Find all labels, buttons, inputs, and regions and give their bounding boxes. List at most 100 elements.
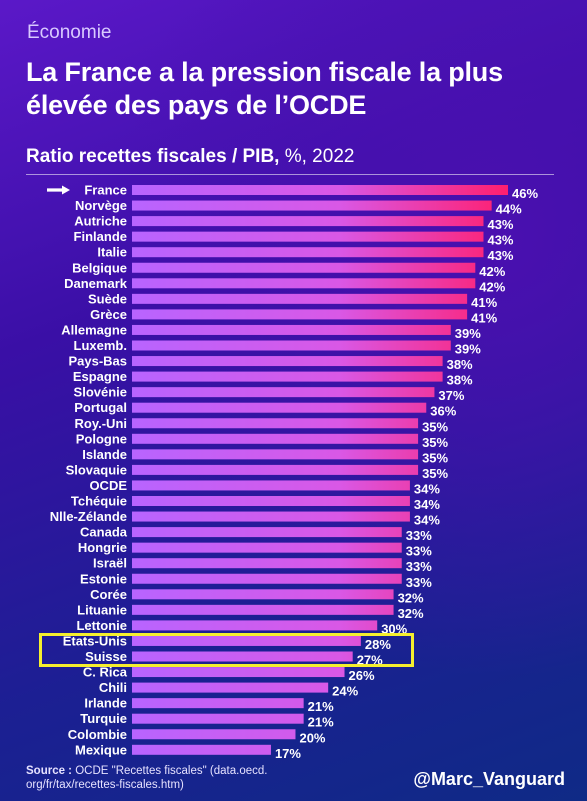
bar-27 [132,589,394,600]
value-label: 17% [275,746,301,760]
category-label: Colombie [68,727,127,742]
bar-29 [132,620,378,631]
category-label: France [84,183,127,198]
highlight-box [39,633,414,667]
bar-34 [132,698,304,709]
bar-15 [132,402,427,413]
bar-22 [132,511,410,522]
value-label: 33% [406,559,432,574]
category-label: Suède [88,291,127,306]
category-label: Canada [80,525,128,540]
value-label: 34% [414,513,440,528]
right-arrow-icon [47,185,70,195]
source-label: Source : [26,765,73,777]
bar-30 [132,635,361,646]
bar-6 [132,262,476,273]
bar-8 [132,293,468,304]
bar-20 [132,480,410,491]
value-label: 41% [471,310,497,325]
chart-title: La France a la pression fiscale la plus … [26,57,503,120]
category-label: Suisse [85,649,127,664]
value-label: 20% [299,730,325,745]
category-label: Danemark [64,276,128,291]
value-label: 34% [414,497,440,512]
category-label: Slovénie [74,385,127,400]
bar-37 [132,744,271,755]
chart-subtitle: Ratio recettes fiscales / PIB, %, 2022 [26,146,354,168]
value-label: 44% [496,202,522,217]
category-label: Turquie [80,711,127,726]
bar-36 [132,729,296,740]
bar-26 [132,573,402,584]
category-label: Nlle-Zélande [50,509,127,524]
bar-17 [132,433,419,444]
value-label: 21% [308,699,334,714]
category-label: OCDE [89,478,127,493]
value-label: 43% [487,217,513,232]
value-label: 33% [406,575,432,590]
bar-16 [132,418,419,429]
category-label: Belgique [72,260,127,275]
category-label: Lituanie [77,602,127,617]
category-label: Pays-Bas [68,354,127,369]
value-label: 35% [422,435,448,450]
subtitle-bold: Ratio recettes fiscales / PIB, [26,146,280,167]
value-label: 24% [332,684,358,699]
category-label: Pologne [76,431,127,446]
value-label: 42% [479,279,505,294]
value-label: 42% [479,264,505,279]
bar-chart: France 46% Norvège 44% Autriche 43% Finlande 43… [47,183,538,760]
bar-13 [132,371,443,382]
category-label: Tchéquie [71,494,127,509]
category-label: Irlande [84,696,127,711]
category-label: Autriche [74,214,127,229]
category-label: Islande [82,447,127,462]
bar-24 [132,542,402,553]
bar-28 [132,604,394,615]
category-label: Hongrie [78,540,127,555]
value-label: 41% [471,295,497,310]
bar-12 [132,356,443,367]
value-label: 39% [455,326,481,341]
bar-23 [132,527,402,538]
value-label: 32% [398,590,424,605]
value-label: 43% [487,233,513,248]
value-label: 33% [406,528,432,543]
bar-14 [132,387,435,398]
bar-19 [132,464,419,475]
source-note: Source : OCDE "Recettes fiscales" (data.… [26,764,346,792]
value-label: 38% [447,357,473,372]
bar-35 [132,713,304,724]
category-label: Corée [90,587,127,602]
value-label: 30% [381,621,407,636]
value-label: 32% [398,606,424,621]
subtitle-rule [26,174,554,175]
value-label: 35% [422,450,448,465]
value-label: 33% [406,544,432,559]
value-label: 43% [487,248,513,263]
category-label: Lettonie [76,618,127,633]
category-label: Slovaquie [66,462,127,477]
bar-32 [132,667,345,678]
value-label: 27% [357,653,383,668]
value-label: 34% [414,481,440,496]
value-label: 28% [365,637,391,652]
bar-11 [132,340,451,351]
value-label: 21% [308,715,334,730]
bar-3 [132,216,484,227]
bar-5 [132,247,484,258]
bar-4 [132,231,484,242]
value-label: 46% [512,186,538,201]
category-label: Grèce [90,307,127,322]
bar-31 [132,651,353,662]
bar-1 [132,185,508,195]
category-label: Norvège [75,198,127,213]
source-text: OCDE "Recettes fiscales" (data.oecd. org… [26,765,268,791]
bar-9 [132,309,468,320]
category-label: Allemagne [61,322,127,337]
value-label: 35% [422,419,448,434]
value-label: 39% [455,342,481,357]
category-label: C. Rica [83,665,128,680]
value-label: 26% [349,668,375,683]
value-label: 35% [422,466,448,481]
